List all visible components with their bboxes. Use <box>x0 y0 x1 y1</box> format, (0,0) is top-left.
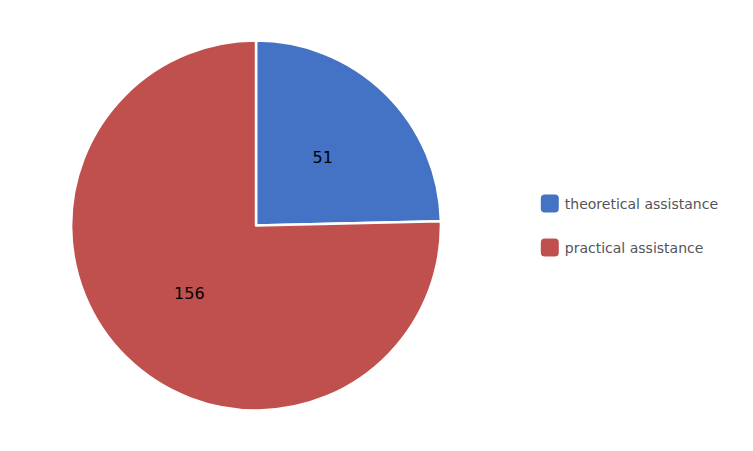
svg-text:51: 51 <box>313 148 333 167</box>
svg-text:practical assistance: practical assistance <box>565 240 704 256</box>
svg-text:156: 156 <box>174 284 205 303</box>
svg-text:theoretical assistance: theoretical assistance <box>565 196 718 212</box>
